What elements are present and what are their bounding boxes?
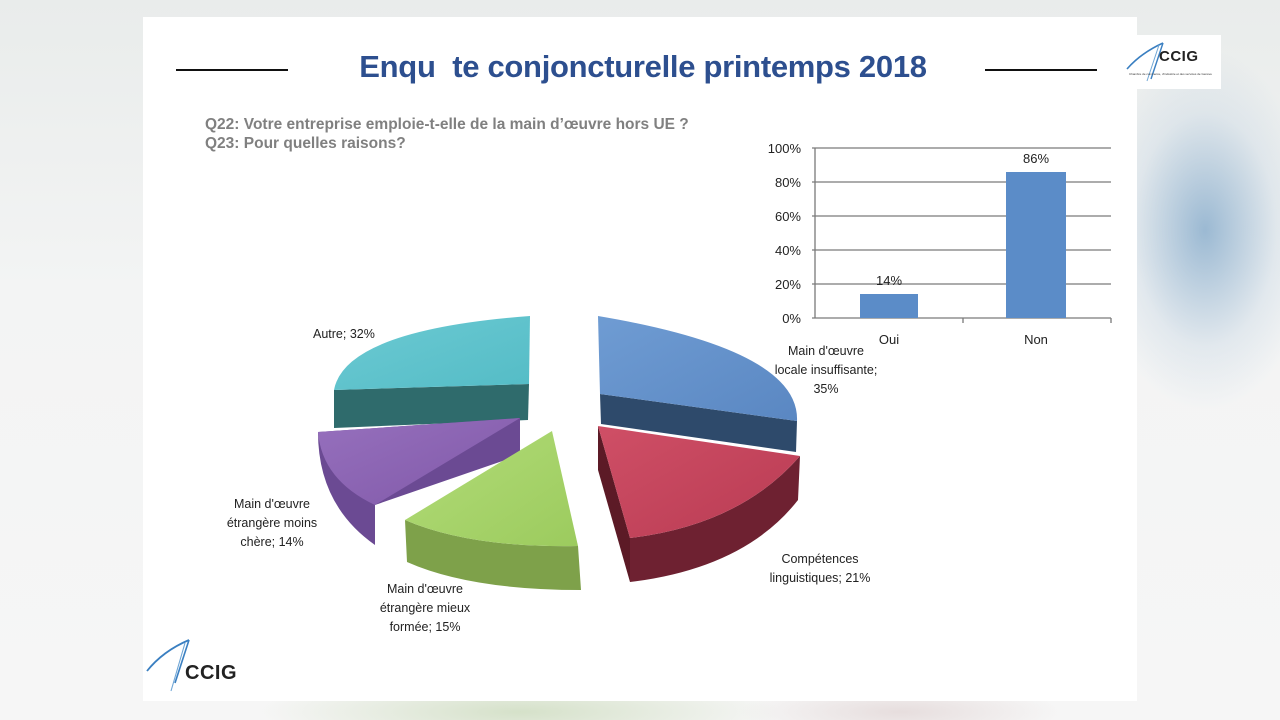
ccig-logo-top-subtitle: Chambre de commerce, d'industrie et des … [1129, 72, 1212, 76]
pie-label-mieux-line1: Main d'œuvre [387, 582, 463, 596]
pie-label-autre: Autre; 32% [313, 327, 375, 341]
pie-label-mieux-line3: formée; 15% [390, 620, 461, 634]
pie-label-local-line3: 35% [813, 382, 838, 396]
y-tick-20: 20% [775, 277, 801, 292]
ccig-swoosh-icon [146, 639, 190, 692]
bar-gridlines [812, 147, 1111, 285]
y-tick-80: 80% [775, 175, 801, 190]
ccig-logo-bottom-text: CCIG [185, 662, 237, 684]
pie-label-local-line2: locale insuffisante; [775, 363, 878, 377]
bar-chart: 100% 80% 60% 40% 20% 0% 14% 86% Oui Non [768, 141, 1112, 347]
pie-slice-competences [598, 426, 800, 582]
bar-non-value: 86% [1023, 151, 1049, 166]
title-rule-right [985, 69, 1097, 71]
pie-slice-mieux-formee [405, 431, 581, 590]
pie-label-competences-line1: Compétences [781, 552, 858, 566]
ccig-logo-top-text: CCIG [1159, 48, 1199, 65]
y-tick-40: 40% [775, 243, 801, 258]
ccig-logo-top: CCIG Chambre de commerce, d'industrie et… [1123, 35, 1221, 89]
bar-oui [860, 294, 918, 318]
pie-slice-moins-chere [318, 418, 520, 545]
y-tick-60: 60% [775, 209, 801, 224]
pie-chart: Autre; 32% Main d'œuvre locale insuffisa… [227, 316, 877, 634]
pie-label-mieux-line2: étrangère mieux [380, 601, 471, 615]
pie-slice-autre [334, 316, 530, 428]
x-label-oui: Oui [879, 332, 899, 347]
bar-oui-value: 14% [876, 273, 902, 288]
ccig-swoosh-icon [1126, 42, 1164, 82]
page-title: Enqu te conjoncturelle printemps 2018 [359, 49, 927, 84]
pie-label-moins-line3: chère; 14% [240, 535, 303, 549]
pie-label-local-line1: Main d'œuvre [788, 344, 864, 358]
title-rule-left [176, 69, 288, 71]
x-label-non: Non [1024, 332, 1048, 347]
pie-label-competences-line2: linguistiques; 21% [770, 571, 871, 585]
ccig-logo-bottom: CCIG [145, 637, 255, 697]
pie-label-moins-line1: Main d'œuvre [234, 497, 310, 511]
title-row: Enqu te conjoncturelle printemps 2018 [143, 17, 1137, 117]
question-q22: Q22: Votre entreprise emploie-t-elle de … [205, 116, 689, 133]
pie-label-moins-line2: étrangère moins [227, 516, 317, 530]
y-tick-100: 100% [768, 141, 802, 156]
bar-non [1006, 172, 1066, 318]
question-q23: Q23: Pour quelles raisons? [205, 135, 406, 152]
y-tick-0: 0% [782, 311, 801, 326]
pie-slice-local-insuffisante [598, 316, 798, 452]
